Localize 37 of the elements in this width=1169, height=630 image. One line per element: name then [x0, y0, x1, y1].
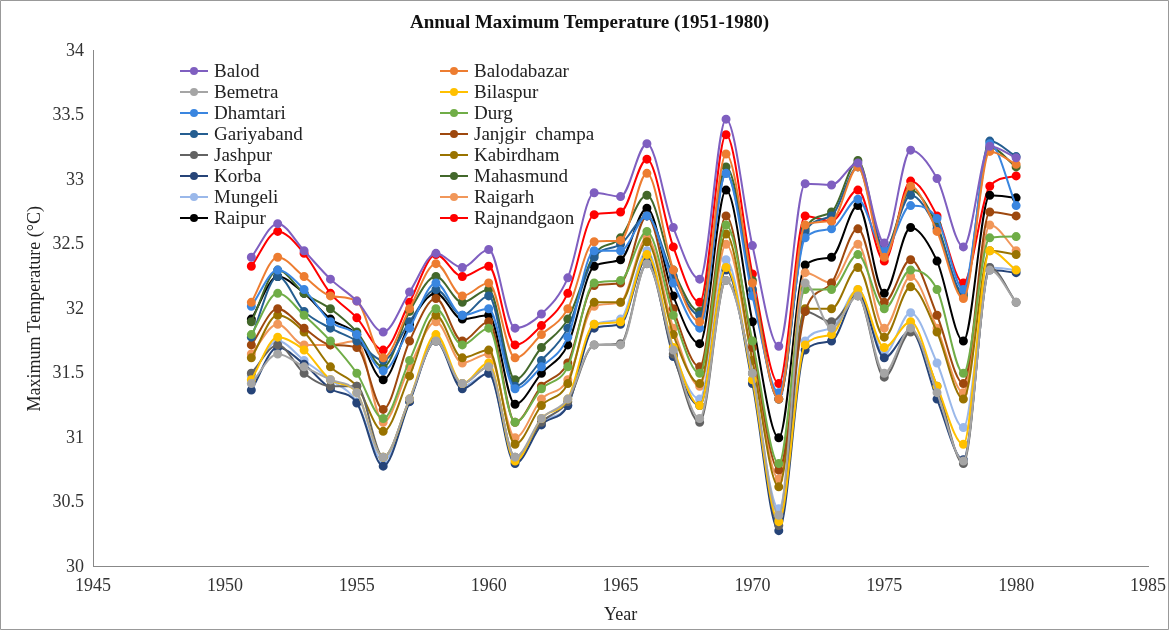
- legend-label: Durg: [474, 102, 513, 123]
- legend-label: Rajnandgaon: [474, 207, 575, 228]
- x-tick-label: 1965: [602, 575, 639, 596]
- legend-label: Korba: [214, 165, 262, 186]
- legend-label: Janjgir champa: [474, 123, 595, 144]
- x-tick-label: 1945: [75, 575, 112, 596]
- legend-label: Gariyaband: [214, 123, 303, 144]
- legend-label: Balod: [214, 60, 260, 81]
- y-tick-label: 32: [66, 297, 85, 318]
- legend-label: Raigarh: [474, 186, 535, 207]
- x-tick-label: 1955: [338, 575, 375, 596]
- legend-label: Kabirdham: [474, 144, 560, 165]
- legend-label: Dhamtari: [214, 102, 286, 123]
- x-tick-label: 1970: [734, 575, 771, 596]
- y-tick-label: 33: [66, 168, 85, 189]
- x-tick-label: 1950: [206, 575, 243, 596]
- legend-label: Mahasmund: [474, 165, 568, 186]
- y-tick-label: 31.5: [52, 362, 85, 383]
- legend-label: Raipur: [214, 207, 266, 228]
- y-tick-label: 30.5: [52, 491, 85, 512]
- legend-label: Balodabazar: [474, 60, 569, 81]
- x-tick-label: 1960: [470, 575, 507, 596]
- legend-label: Mungeli: [214, 186, 279, 207]
- y-tick-label: 34: [66, 39, 85, 60]
- x-axis-title: Year: [603, 603, 638, 624]
- legend-label: Jashpur: [214, 144, 273, 165]
- x-tick-label: 1975: [866, 575, 903, 596]
- y-tick-label: 32.5: [52, 233, 85, 254]
- chart-title: Annual Maximum Temperature (1951-1980): [409, 11, 770, 34]
- legend-label: Bemetra: [214, 81, 279, 102]
- x-tick-label: 1985: [1130, 575, 1166, 596]
- y-tick-label: 31: [66, 426, 85, 447]
- x-tick-label: 1980: [998, 575, 1035, 596]
- y-axis-title: Maximum Temperature (°C): [23, 206, 45, 412]
- y-tick-label: 30: [66, 555, 85, 576]
- legend-label: Bilaspur: [474, 81, 539, 102]
- y-tick-label: 33.5: [52, 104, 85, 125]
